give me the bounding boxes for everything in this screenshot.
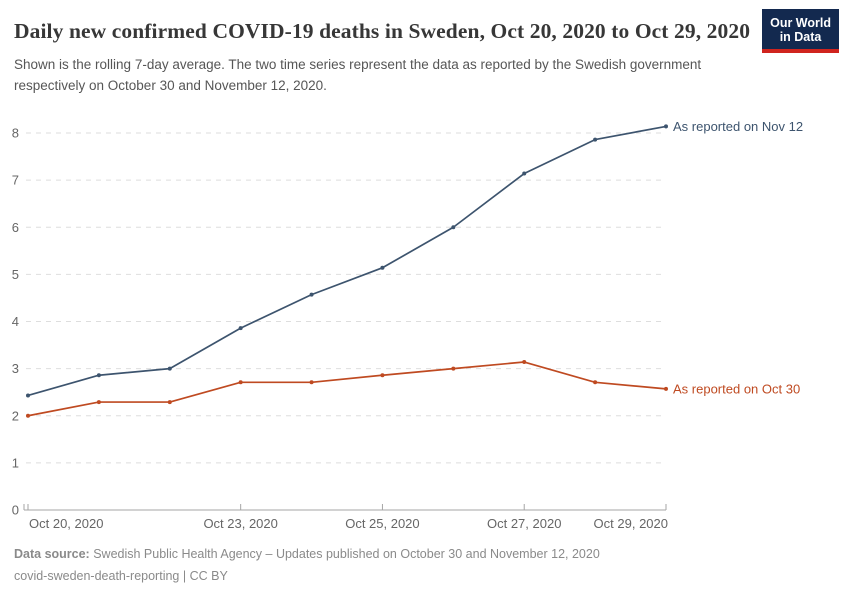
y-tick-label: 6 [12,220,19,235]
data-point-oct30[interactable] [380,373,385,378]
series-line-oct30 [27,361,667,417]
data-point-oct30[interactable] [238,380,243,385]
data-point-oct30[interactable] [167,400,172,405]
data-point-nov12[interactable] [96,373,101,378]
y-tick-label: 7 [12,173,19,188]
data-point-nov12[interactable] [380,265,385,270]
data-source-label: Data source: [14,547,90,561]
chart-footer: Data source: Swedish Public Health Agenc… [14,543,836,587]
chart-header: Daily new confirmed COVID-19 deaths in S… [0,0,850,96]
data-point-nov12[interactable] [451,225,456,230]
data-point-nov12[interactable] [167,366,172,371]
page-title: Daily new confirmed COVID-19 deaths in S… [14,19,751,43]
data-point-nov12[interactable] [522,171,527,176]
data-point-nov12[interactable] [309,292,314,297]
data-point-oct30[interactable] [451,366,456,371]
chart-canvas: 0 1 2 3 4 5 6 7 8 Oct 20, 2020 Oct 23, 2020 Oct 25,… [12,119,803,531]
y-tick-label: 2 [12,408,19,423]
x-tick-label: Oct 29, 2020 [594,516,668,531]
data-point-oct30[interactable] [96,400,101,405]
owid-logo[interactable]: Our World in Data [762,9,839,53]
footer-separator: | [179,569,190,583]
data-point-oct30[interactable] [593,380,598,385]
license-line: covid-sweden-death-reporting | CC BY [14,565,836,587]
y-tick-label: 8 [12,126,19,141]
y-tick-label: 5 [12,267,19,282]
x-tick-label: Oct 25, 2020 [345,516,419,531]
y-tick-label: 4 [12,314,19,329]
data-source-line: Data source: Swedish Public Health Agenc… [14,543,836,565]
y-tick-label: 3 [12,361,19,376]
y-tick-label: 1 [12,455,19,470]
x-tick-label: Oct 23, 2020 [203,516,277,531]
owid-logo-line2: in Data [779,30,822,44]
data-point-oct30[interactable] [522,360,527,365]
data-point-nov12[interactable] [593,137,598,142]
x-tick-label: Oct 27, 2020 [487,516,561,531]
x-tick-label: Oct 20, 2020 [29,516,103,531]
data-point-oct30[interactable] [309,380,314,385]
owid-logo-line1: Our World [770,16,831,30]
data-point-oct30[interactable] [664,386,668,391]
data-point-nov12[interactable] [238,326,243,331]
chart-area: 0 1 2 3 4 5 6 7 8 Oct 20, 2020 Oct 23, 2020 Oct 25,… [0,118,850,538]
data-point-oct30[interactable] [26,413,30,418]
series-label-nov12: As reported on Nov 12 [673,119,803,134]
series-label-oct30: As reported on Oct 30 [673,381,800,396]
license-link[interactable]: CC BY [189,569,228,583]
data-point-nov12[interactable] [26,393,30,398]
data-point-nov12[interactable] [664,124,668,129]
chart-subtitle: Shown is the rolling 7-day average. The … [14,57,702,93]
series-oct30: As reported on Oct 30 [26,360,800,418]
y-tick-label: 0 [12,503,19,518]
data-source-text: Swedish Public Health Agency – Updates p… [89,547,600,561]
series-line-nov12 [27,125,667,397]
dataset-link[interactable]: covid-sweden-death-reporting [14,569,180,583]
series-nov12: As reported on Nov 12 [26,119,803,398]
